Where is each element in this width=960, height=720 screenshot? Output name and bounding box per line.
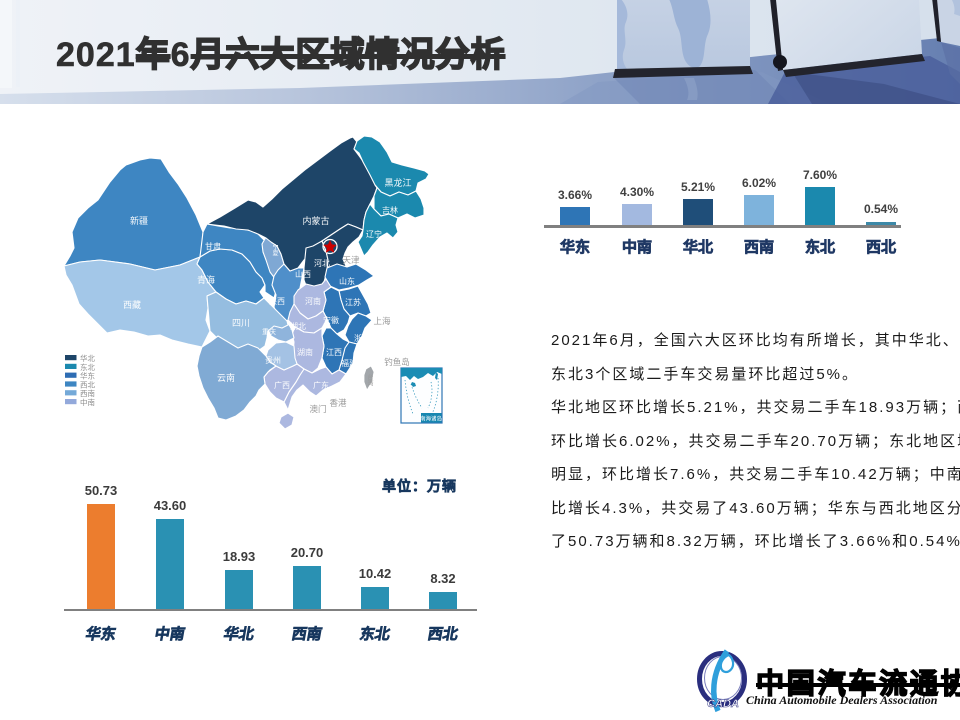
svg-text:广东: 广东 — [313, 380, 329, 390]
svg-text:河北: 河北 — [314, 258, 330, 268]
svg-text:辽宁: 辽宁 — [366, 229, 382, 239]
svg-text:南海诸岛: 南海诸岛 — [420, 415, 443, 423]
svg-text:东北: 东北 — [80, 362, 95, 372]
svg-text:广西: 广西 — [274, 380, 290, 390]
svg-text:云南: 云南 — [217, 372, 235, 383]
svg-text:贵州: 贵州 — [265, 355, 281, 365]
svg-text:CADA: CADA — [707, 698, 739, 710]
svg-text:河南: 河南 — [305, 296, 321, 306]
svg-text:澳门: 澳门 — [309, 404, 326, 414]
svg-text:西藏: 西藏 — [123, 299, 141, 310]
svg-text:江苏: 江苏 — [345, 297, 361, 307]
svg-text:上海: 上海 — [373, 316, 391, 326]
svg-text:陕西: 陕西 — [269, 296, 285, 306]
svg-text:内蒙古: 内蒙古 — [302, 215, 329, 226]
svg-text:重庆: 重庆 — [262, 327, 276, 336]
svg-text:湖北: 湖北 — [290, 322, 306, 331]
svg-text:钓鱼岛: 钓鱼岛 — [384, 357, 410, 367]
svg-text:华东: 华东 — [80, 371, 95, 381]
svg-text:湖南: 湖南 — [297, 347, 313, 357]
svg-text:吉林: 吉林 — [382, 205, 398, 215]
svg-text:黑龙江: 黑龙江 — [384, 177, 411, 188]
svg-text:浙江: 浙江 — [354, 333, 370, 343]
svg-text:青海: 青海 — [197, 274, 215, 285]
svg-text:中南: 中南 — [80, 397, 95, 407]
svg-text:新疆: 新疆 — [130, 215, 148, 226]
svg-text:华北: 华北 — [80, 353, 95, 363]
svg-text:山东: 山东 — [339, 276, 355, 286]
svg-text:江西: 江西 — [326, 348, 342, 357]
svg-text:宁夏: 宁夏 — [271, 243, 278, 256]
svg-text:西南: 西南 — [80, 388, 95, 398]
svg-text:山西: 山西 — [295, 269, 311, 279]
svg-text:西北: 西北 — [80, 380, 95, 389]
svg-text:四川: 四川 — [232, 318, 250, 328]
svg-text:天津: 天津 — [342, 255, 360, 265]
svg-text:台湾: 台湾 — [366, 373, 373, 387]
svg-text:安徽: 安徽 — [323, 315, 339, 325]
svg-text:甘肃: 甘肃 — [205, 241, 221, 251]
svg-text:福建: 福建 — [341, 358, 357, 368]
svg-text:香港: 香港 — [329, 398, 347, 408]
